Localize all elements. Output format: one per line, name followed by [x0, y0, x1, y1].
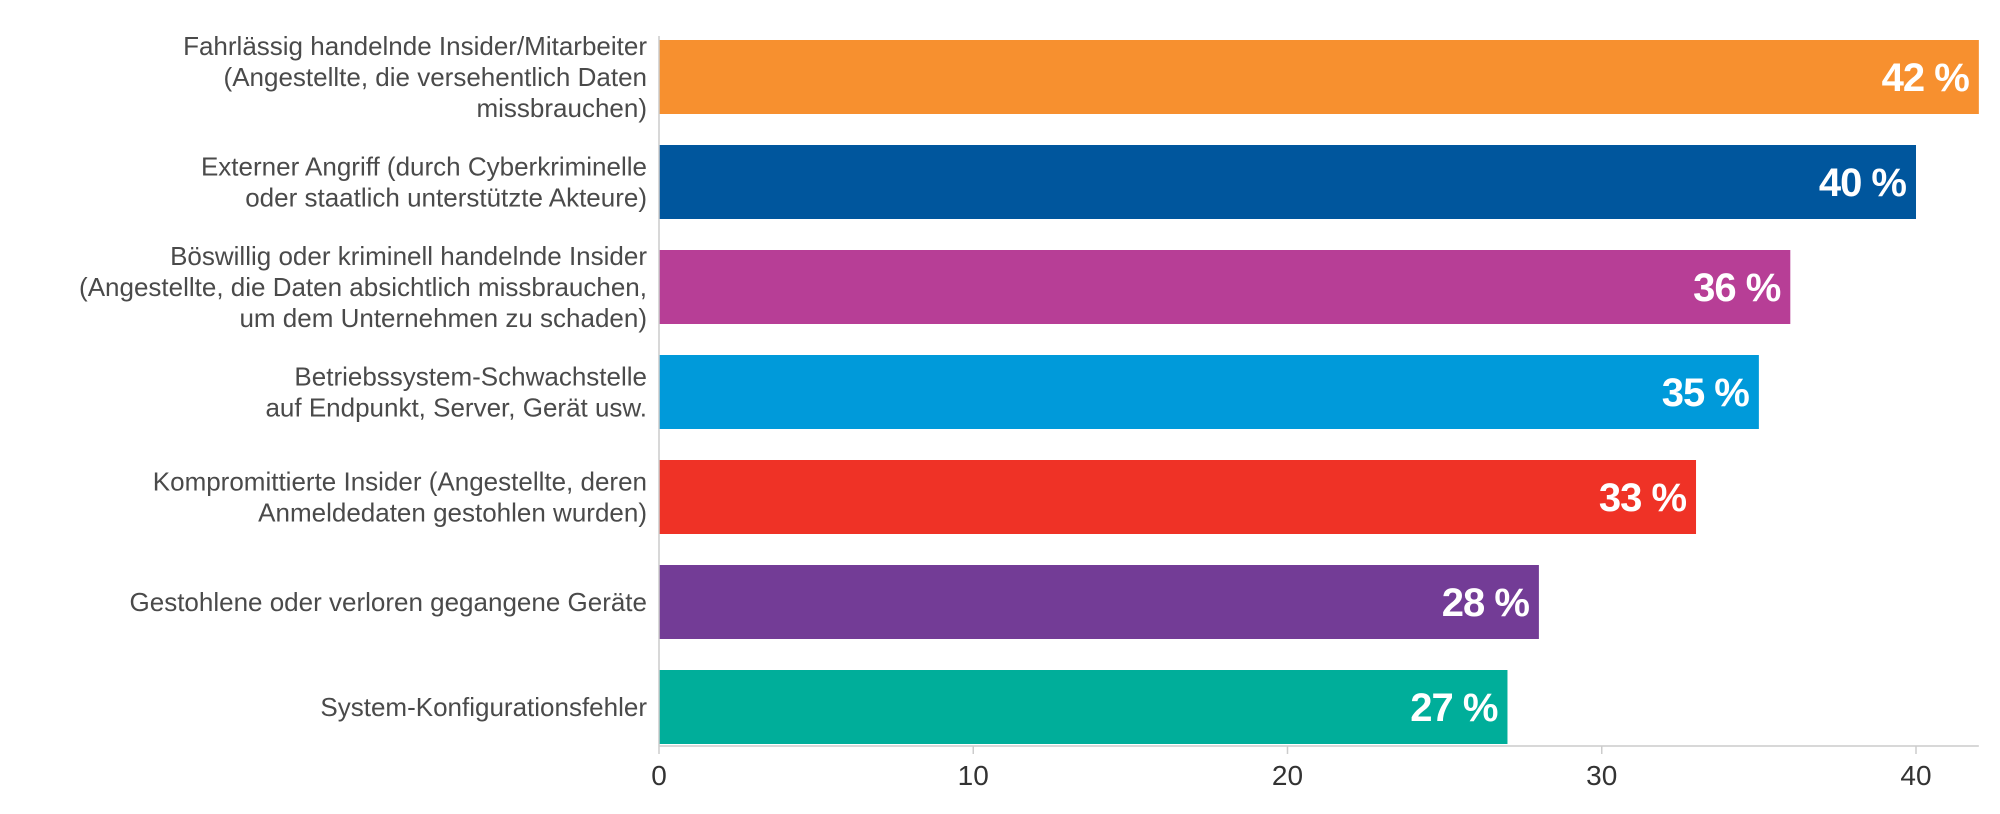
category-label-6-line-0: System-Konfigurationsfehler — [320, 692, 647, 722]
value-label-4: 33 % — [1599, 476, 1687, 520]
category-label-4-line-0: Kompromittierte Insider (Angestellte, de… — [153, 467, 647, 497]
x-tick-label-3: 30 — [1586, 760, 1617, 791]
x-tick-label-1: 10 — [958, 760, 989, 791]
category-label-5: Gestohlene oder verloren gegangene Gerät… — [130, 587, 647, 617]
bar-5 — [659, 565, 1539, 639]
category-label-1: Externer Angriff (durch Cyberkriminelle o… — [201, 152, 647, 213]
value-label-2: 36 % — [1693, 266, 1781, 310]
category-label-4-line-1: Anmeldedaten gestohlen wurden) — [258, 498, 647, 528]
category-label-0-line-1: (Angestellte, die versehentlich Daten — [224, 62, 647, 92]
x-tick-label-2: 20 — [1272, 760, 1303, 791]
category-label-0-line-2: missbrauchen) — [476, 93, 647, 123]
value-label-0: 42 % — [1882, 56, 1970, 100]
value-label-3: 35 % — [1662, 371, 1750, 415]
category-label-3: Betriebssystem-Schwachstelle auf Endpunkt… — [265, 362, 647, 423]
category-label-4: Kompromittierte Insider (Angestellte, de… — [153, 467, 647, 528]
category-label-2-line-0: Böswillig oder kriminell handelnde Insid… — [170, 241, 647, 271]
x-tick-label-4: 40 — [1900, 760, 1931, 791]
value-label-1: 40 % — [1819, 161, 1907, 205]
category-label-2: Böswillig oder kriminell handelnde Insid… — [79, 241, 647, 333]
value-label-5: 28 % — [1442, 581, 1530, 625]
bar-2 — [659, 250, 1791, 324]
category-labels-group: Fahrlässig handelnde Insider/Mitarbeiter… — [79, 31, 647, 722]
bar-4 — [659, 460, 1697, 534]
bar-6 — [659, 670, 1508, 744]
value-labels-group: 42 % 40 % 36 % 35 % 33 % 28 % 27 % — [1410, 56, 1970, 730]
x-tick-label-0: 0 — [651, 760, 667, 791]
category-label-5-line-0: Gestohlene oder verloren gegangene Gerät… — [130, 587, 647, 617]
x-ticks-group: 0 10 20 30 40 — [651, 746, 1932, 791]
bar-3 — [659, 355, 1759, 429]
value-label-6: 27 % — [1410, 686, 1498, 730]
category-label-3-line-1: auf Endpunkt, Server, Gerät usw. — [265, 393, 647, 423]
category-label-0: Fahrlässig handelnde Insider/Mitarbeiter… — [183, 31, 647, 123]
category-label-6: System-Konfigurationsfehler — [320, 692, 647, 722]
bar-0 — [659, 40, 1979, 114]
category-label-1-line-1: oder staatlich unterstützte Akteure) — [245, 183, 647, 213]
category-label-3-line-0: Betriebssystem-Schwachstelle — [294, 362, 647, 392]
bars-group — [659, 40, 1979, 744]
x-axis — [658, 36, 1979, 747]
category-label-1-line-0: Externer Angriff (durch Cyberkriminelle — [201, 152, 647, 182]
bar-1 — [659, 145, 1916, 219]
category-label-0-line-0: Fahrlässig handelnde Insider/Mitarbeiter — [183, 31, 647, 61]
category-label-2-line-1: (Angestellte, die Daten absichtlich miss… — [79, 272, 647, 302]
category-label-2-line-2: um dem Unternehmen zu schaden) — [239, 303, 647, 333]
